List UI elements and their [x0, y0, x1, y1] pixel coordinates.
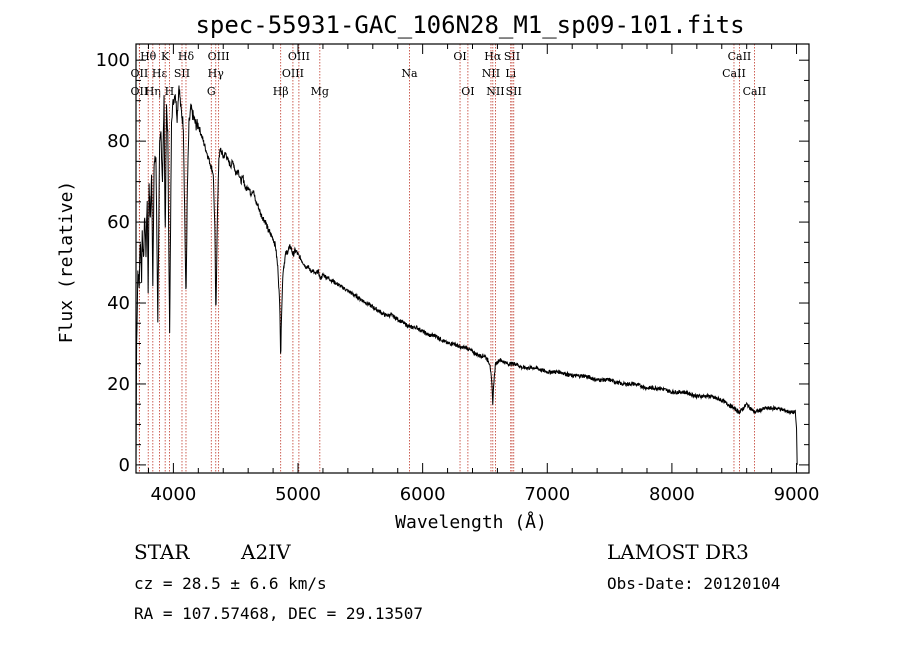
spectral-line-label: Hα [484, 50, 502, 63]
spectral-line-label: SII [504, 50, 520, 63]
spectral-line-label: Hβ [273, 85, 289, 98]
chart-title: spec-55931-GAC_106N28_M1_sp09-101.fits [195, 11, 744, 39]
spectral-line-label: SII [506, 85, 522, 98]
spectral-line-label: Na [401, 67, 418, 80]
spectral-line-label: CaII [728, 50, 752, 63]
y-tick-label: 0 [119, 455, 130, 476]
spectrum-layer [135, 85, 798, 465]
y-tick-label: 40 [107, 293, 130, 314]
x-tick-label: 6000 [400, 484, 446, 505]
spectral-line-label: OIII [208, 50, 230, 63]
spectral-line-label: Hε [152, 67, 168, 80]
spectral-line-label: OII [131, 67, 149, 80]
spectral-line-label: Hγ [208, 67, 225, 80]
spectral-line-label: H [165, 85, 175, 98]
x-tick-label: 8000 [649, 484, 695, 505]
spectral-line-label: K [161, 50, 170, 63]
spectral-line-label: G [207, 85, 216, 98]
ticks-layer: 4000 5000 6000 7000 8000 9000 0 20 40 60 80 100 [96, 44, 820, 505]
x-tick-label: 5000 [275, 484, 321, 505]
x-axis-label: Wavelength (Å) [395, 511, 547, 533]
object-class: STAR [134, 540, 190, 564]
spectral-line-label: CaII [743, 85, 767, 98]
plot-frame [135, 43, 810, 474]
ra-dec: RA = 107.57468, DEC = 29.13507 [134, 604, 423, 623]
spectral-line-label: CaII [722, 67, 746, 80]
spectral-line-label: Mg [311, 85, 329, 98]
spectral-subclass: A2IV [240, 540, 291, 564]
spectral-line-label: NII [486, 85, 504, 98]
redshift-cz: cz = 28.5 ± 6.6 km/s [134, 574, 327, 593]
spectral-line-label: Hδ [178, 50, 195, 63]
survey-name: LAMOST DR3 [607, 540, 749, 564]
spectral-line-label: Li [505, 67, 516, 80]
x-tick-label: 4000 [150, 484, 196, 505]
spectral-line-label: Hθ [140, 50, 157, 63]
spectral-line-label: SII [174, 67, 190, 80]
spectral-line-label: OIII [282, 67, 304, 80]
y-tick-label: 100 [96, 50, 130, 71]
x-tick-label: 9000 [774, 484, 820, 505]
spectrum-trace [135, 85, 798, 465]
y-tick-label: 60 [107, 212, 130, 233]
spectral-line-label: OII [131, 85, 149, 98]
spectral-line-label: Hη [145, 85, 161, 98]
y-tick-label: 20 [107, 374, 130, 395]
obs-date: Obs-Date: 20120104 [607, 574, 780, 593]
x-tick-label: 7000 [524, 484, 570, 505]
spectral-line-label: OI [461, 85, 474, 98]
spectral-line-label: OI [453, 50, 466, 63]
y-tick-label: 80 [107, 131, 130, 152]
y-axis-label: Flux (relative) [56, 181, 77, 344]
spectral-line-label: NII [482, 67, 500, 80]
spectral-line-label: OIII [288, 50, 310, 63]
